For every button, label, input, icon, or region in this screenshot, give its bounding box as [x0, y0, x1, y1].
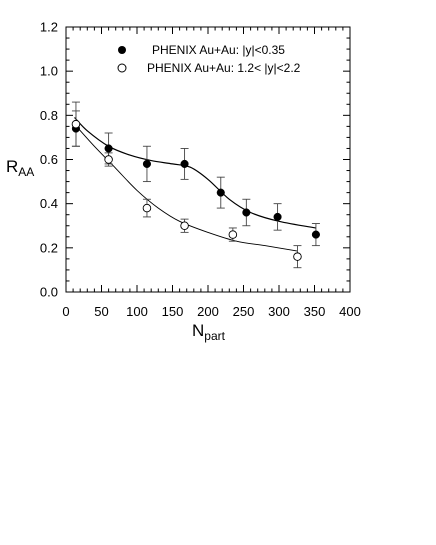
x-tick-label: 50	[94, 304, 108, 319]
x-tick-label: 300	[268, 304, 290, 319]
legend-marker-filled	[118, 46, 126, 54]
x-tick-label: 400	[339, 304, 361, 319]
data-point-filled	[311, 230, 320, 239]
legend: PHENIX Au+Au: |y|<0.35 PHENIX Au+Au: 1.2…	[117, 43, 301, 75]
data-point-filled	[273, 212, 282, 221]
data-point-filled	[242, 208, 251, 217]
y-tick-label: 0.6	[40, 152, 58, 167]
data-point-open	[293, 252, 302, 261]
y-axis-title-sub: AA	[18, 165, 34, 179]
data-point-filled	[216, 188, 225, 197]
data-point-open	[71, 119, 81, 129]
x-tick-label: 150	[162, 304, 184, 319]
data-markers	[71, 119, 320, 261]
error-bars	[71, 101, 320, 269]
x-axis-title: Npart	[192, 321, 226, 343]
y-tick-label: 0.2	[40, 240, 58, 255]
x-tick-label: 350	[304, 304, 326, 319]
legend-label-0: PHENIX Au+Au: |y|<0.35	[152, 43, 285, 57]
y-tick-label: 0.0	[40, 285, 58, 300]
data-point-open	[180, 221, 189, 230]
x-tick-label: 100	[126, 304, 148, 319]
axis-ticks	[65, 26, 351, 293]
x-axis-title-sub: part	[204, 329, 225, 343]
y-tick-label: 0.4	[40, 196, 58, 211]
y-tick-label: 1.2	[40, 20, 58, 35]
y-tick-label: 1.0	[40, 64, 58, 79]
x-tick-label: 0	[62, 304, 69, 319]
x-tick-label: 200	[197, 304, 219, 319]
fit-curve-0	[74, 117, 317, 229]
data-point-filled	[104, 144, 113, 153]
legend-marker-open	[117, 63, 127, 73]
data-point-open	[228, 230, 238, 239]
y-tick-label: 0.8	[40, 108, 58, 123]
fit-curves	[74, 117, 317, 252]
legend-label-1: PHENIX Au+Au: 1.2< |y|<2.2	[147, 61, 301, 75]
x-tick-labels: 0 50 100 150 200 250 300 350 400	[62, 304, 360, 319]
y-axis-title: RAA	[6, 157, 34, 179]
data-point-filled	[180, 159, 189, 168]
x-tick-label: 250	[233, 304, 255, 319]
data-point-filled	[142, 159, 151, 168]
y-tick-labels: 0.0 0.2 0.4 0.6 0.8 1.0 1.2	[40, 20, 58, 300]
data-point-open	[142, 203, 152, 213]
data-point-open	[104, 155, 113, 164]
